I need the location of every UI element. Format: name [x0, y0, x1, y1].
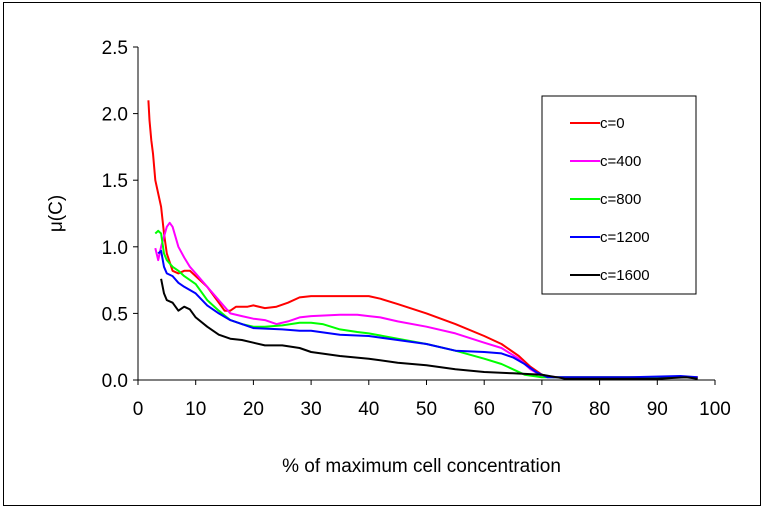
series-line-0 [147, 100, 698, 379]
series-line-2 [154, 229, 692, 379]
y-tick-label: 1.0 [102, 238, 128, 259]
y-axis-title: μ(C) [46, 195, 67, 232]
x-tick-label: 0 [133, 399, 144, 420]
legend-label: c=800 [600, 191, 641, 208]
series-line-1 [154, 221, 692, 379]
x-tick-label: 100 [699, 399, 731, 420]
legend-label: c=1200 [600, 229, 650, 246]
y-tick-label: 0.5 [102, 304, 128, 325]
x-tick-label: 10 [185, 399, 206, 420]
y-tick-label: 0.0 [102, 371, 128, 392]
series-layer [147, 100, 698, 380]
y-tick-label: 2.5 [102, 38, 128, 59]
legend-box [541, 95, 697, 295]
x-tick-label: 60 [474, 399, 495, 420]
x-tick-label: 90 [647, 399, 668, 420]
x-axis-title: % of maximum cell concentration [282, 456, 561, 477]
y-tick-label: 1.5 [102, 171, 128, 192]
x-tick-label: 30 [301, 399, 322, 420]
series-line-3 [157, 249, 698, 379]
legend: c=0 c=400 c=800 c=1200 c=1600 [541, 95, 697, 295]
x-tick-label: 70 [531, 399, 552, 420]
axes: 0.0 0.5 1.0 1.5 2.0 2.5 0 10 20 30 40 50 60 70 80 90 100 [102, 38, 731, 420]
legend-label: c=400 [600, 153, 641, 170]
x-tick-label: 20 [243, 399, 264, 420]
x-tick-label: 50 [416, 399, 437, 420]
series-line-4 [160, 278, 698, 380]
legend-label: c=0 [600, 115, 625, 132]
x-tick-label: 80 [589, 399, 610, 420]
y-tick-label: 2.0 [102, 105, 128, 126]
x-tick-label: 40 [358, 399, 379, 420]
legend-label: c=1600 [600, 267, 650, 284]
